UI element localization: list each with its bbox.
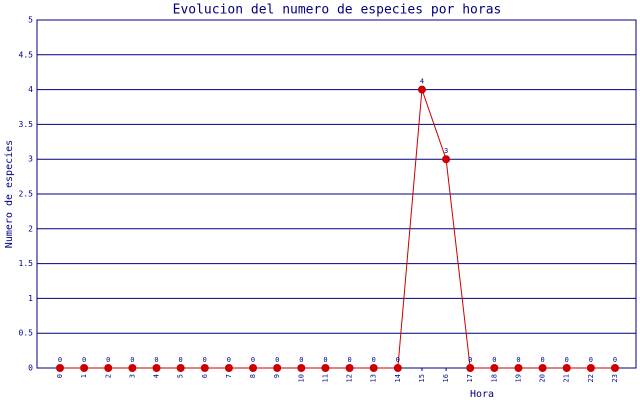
- x-tick-label: 0: [56, 374, 64, 378]
- data-label: 0: [613, 356, 617, 364]
- point: [514, 364, 523, 372]
- x-tick-label: 18: [490, 374, 498, 382]
- x-tick-label: 15: [418, 374, 426, 382]
- point: [369, 364, 378, 372]
- point: [80, 364, 89, 372]
- x-tick-label: 23: [611, 374, 619, 382]
- data-label: 0: [251, 356, 255, 364]
- x-tick-label: 20: [539, 374, 547, 382]
- point: [562, 364, 571, 372]
- data-label: 0: [516, 356, 520, 364]
- data-label: 0: [323, 356, 327, 364]
- point: [56, 364, 64, 372]
- x-tick-label: 11: [321, 374, 329, 382]
- data-label: 0: [468, 356, 472, 364]
- data-label: 0: [58, 356, 62, 364]
- point: [273, 364, 282, 372]
- data-label: 3: [444, 147, 448, 155]
- data-label: 0: [396, 356, 400, 364]
- data-label: 0: [565, 356, 569, 364]
- data-label: 0: [299, 356, 303, 364]
- x-tick-label: 13: [370, 374, 378, 382]
- y-tick-label: 4.5: [19, 50, 34, 59]
- y-axis-label: Numero de especies: [4, 140, 15, 248]
- series-line: [60, 89, 615, 369]
- x-tick-label: 14: [394, 374, 402, 382]
- point: [586, 364, 595, 372]
- point: [442, 155, 451, 164]
- x-tick-label: 8: [249, 374, 257, 378]
- data-label: 0: [540, 356, 544, 364]
- y-tick-label: 5: [28, 16, 33, 25]
- y-tick-label: 4: [28, 85, 33, 94]
- y-tick-label: 2: [28, 224, 33, 233]
- data-label: 0: [203, 356, 207, 364]
- y-tick-label: 3.5: [19, 120, 34, 129]
- x-tick-label: 4: [153, 374, 161, 378]
- x-tick-label: 17: [466, 374, 474, 382]
- point: [297, 364, 306, 372]
- point: [611, 364, 619, 372]
- data-label: 0: [179, 356, 183, 364]
- x-tick-label: 19: [514, 374, 522, 382]
- data-label: 0: [82, 356, 86, 364]
- data-label: 0: [106, 356, 110, 364]
- y-tick-label: 1.5: [19, 259, 34, 268]
- x-tick-label: 9: [273, 374, 281, 378]
- data-label: 0: [347, 356, 351, 364]
- point: [321, 364, 330, 372]
- y-tick-label: 0.5: [19, 329, 34, 338]
- data-label: 0: [372, 356, 376, 364]
- x-tick-label: 16: [442, 374, 450, 382]
- data-label: 0: [154, 356, 158, 364]
- point: [200, 364, 209, 372]
- x-tick-label: 22: [587, 374, 595, 382]
- x-tick-label: 6: [201, 374, 209, 378]
- point: [176, 364, 185, 372]
- point: [104, 364, 113, 372]
- point: [393, 364, 402, 372]
- y-tick-label: 3: [28, 155, 33, 164]
- data-label: 0: [589, 356, 593, 364]
- y-tick-label: 0: [28, 364, 33, 373]
- x-tick-label: 10: [297, 374, 305, 382]
- point: [538, 364, 547, 372]
- data-label: 0: [130, 356, 134, 364]
- chart-title: Evolucion del numero de especies por hor…: [173, 3, 502, 18]
- data-label: 4: [420, 78, 424, 86]
- x-tick-label: 1: [80, 374, 88, 378]
- x-tick-label: 21: [563, 374, 571, 382]
- x-axis-label: Hora: [470, 389, 494, 400]
- point: [128, 364, 137, 372]
- x-tick-label: 3: [128, 374, 136, 378]
- x-tick-label: 12: [346, 374, 354, 382]
- data-label: 0: [492, 356, 496, 364]
- x-tick-label: 5: [177, 374, 185, 378]
- point: [152, 364, 161, 372]
- y-tick-label: 2.5: [19, 190, 34, 199]
- data-label: 0: [275, 356, 279, 364]
- y-tick-label: 1: [28, 294, 33, 303]
- point: [490, 364, 499, 372]
- x-tick-label: 2: [104, 374, 112, 378]
- data-label: 0: [227, 356, 231, 364]
- x-tick-label: 7: [225, 374, 233, 378]
- point: [249, 364, 258, 372]
- point: [466, 364, 475, 372]
- point: [417, 85, 426, 94]
- point: [345, 364, 354, 372]
- point: [224, 364, 233, 372]
